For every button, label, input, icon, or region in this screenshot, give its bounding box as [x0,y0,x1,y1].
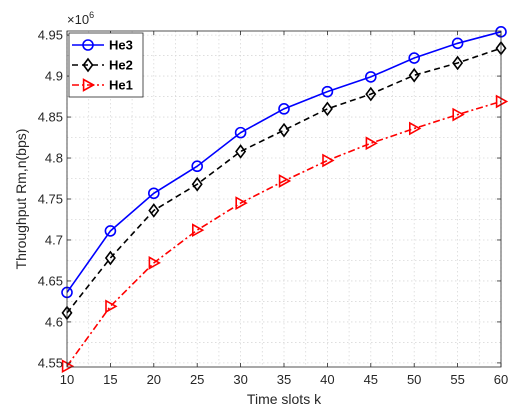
x-axis-label: Time slots k [247,391,322,407]
series-he1 [61,94,509,374]
y-tick-label: 4.9 [45,69,63,84]
series-line-he2 [66,47,502,314]
data-point-circle [321,85,334,98]
legend-box [68,32,144,98]
data-point-circle [408,52,421,64]
data-point-diamond [82,57,94,73]
y-tick-label: 4.65 [38,273,63,288]
x-tick-label: 25 [190,372,204,387]
x-tick-label: 40 [320,372,334,387]
data-point-triangle [105,299,118,314]
y-tick-label: 4.8 [45,151,63,166]
series-line-he1 [66,100,502,367]
x-tick-label: 35 [277,372,291,387]
data-point-triangle [322,153,335,168]
series-he3 [61,26,507,299]
y-tick-label: 4.85 [38,110,63,125]
legend: He3 He2 He1 [68,32,144,98]
data-point-circle [191,160,203,173]
y-tick-label: 4.6 [45,314,63,329]
x-tick-label: 55 [450,372,464,387]
data-point-triangle [192,223,205,238]
data-point-diamond [191,176,203,192]
data-point-diamond [278,122,290,138]
legend-label: He2 [109,58,133,73]
data-point-circle [82,39,94,51]
data-point-triangle [278,174,292,188]
y-tick-label: 4.7 [45,232,63,247]
data-point-triangle [365,136,378,151]
data-point-circle [278,103,290,115]
data-point-triangle [148,256,161,270]
data-point-triangle [61,359,75,374]
data-point-circle [364,71,377,83]
legend-label: He3 [109,38,133,53]
legend-entry-he2: He2 [72,58,133,73]
data-point-triangle [408,121,422,136]
legend-label: He1 [109,78,133,93]
series-layer [61,26,509,374]
x-tick-label: 20 [147,372,161,387]
legend-entry-he3: He3 [72,38,133,53]
y-tick-label: 4.95 [38,28,63,43]
data-point-diamond [365,86,377,102]
tick-labels: 10 15 20 25 30 35 40 45 50 55 60 4.55 4.6 4.65 4.7 4.75… [38,28,509,387]
y-tick-label: 4.75 [38,192,63,207]
x-tick-label: 45 [364,372,378,387]
series-he2 [61,40,507,321]
data-point-circle [104,225,117,237]
x-tick-label: 15 [103,372,117,387]
data-point-diamond [235,144,247,159]
x-tick-label: 10 [60,372,74,387]
x-tick-label: 60 [494,372,508,387]
legend-entry-he1: He1 [72,78,133,93]
data-point-diamond [408,67,420,83]
data-point-diamond [321,101,333,117]
data-point-circle [148,187,160,200]
y-exponent-label: ×106 [67,10,94,27]
data-point-triangle [495,94,509,109]
y-tick-label: 4.55 [38,355,63,370]
x-tick-label: 30 [233,372,247,387]
tick-marks [66,31,502,367]
data-point-diamond [104,250,116,266]
data-point-triangle [82,78,96,92]
data-point-diamond [452,55,464,71]
data-point-triangle [452,107,465,122]
series-line-he3 [66,31,502,293]
y-axis-label: Throughput Rm,n(bps) [13,129,29,270]
data-point-circle [234,126,247,139]
x-tick-label: 50 [407,372,421,387]
data-point-triangle [235,196,248,210]
data-point-diamond [148,203,160,218]
data-point-circle [451,37,464,50]
